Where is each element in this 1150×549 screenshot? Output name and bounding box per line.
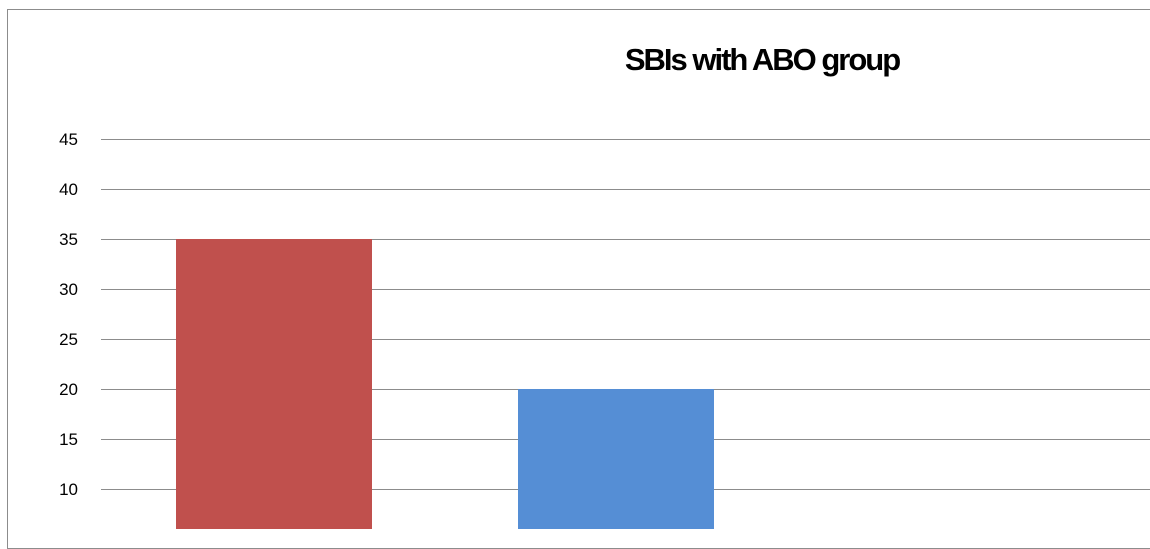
chart-title: SBIs with ABO group — [625, 42, 900, 77]
y-tick-label: 30 — [59, 280, 78, 299]
y-tick-label: 15 — [59, 430, 78, 449]
bars — [176, 239, 714, 529]
y-tick-label: 40 — [59, 180, 78, 199]
y-axis-ticks: 51015202530354045 — [59, 130, 78, 499]
y-tick-label: 45 — [59, 130, 78, 149]
y-tick-label: 25 — [59, 330, 78, 349]
bar — [518, 389, 714, 529]
y-tick-label: 20 — [59, 380, 78, 399]
bar — [176, 239, 372, 529]
bar-chart: SBIs with ABO group 51015202530354045 — [59, 42, 1150, 529]
y-tick-label: 10 — [59, 480, 78, 499]
y-tick-label: 35 — [59, 230, 78, 249]
